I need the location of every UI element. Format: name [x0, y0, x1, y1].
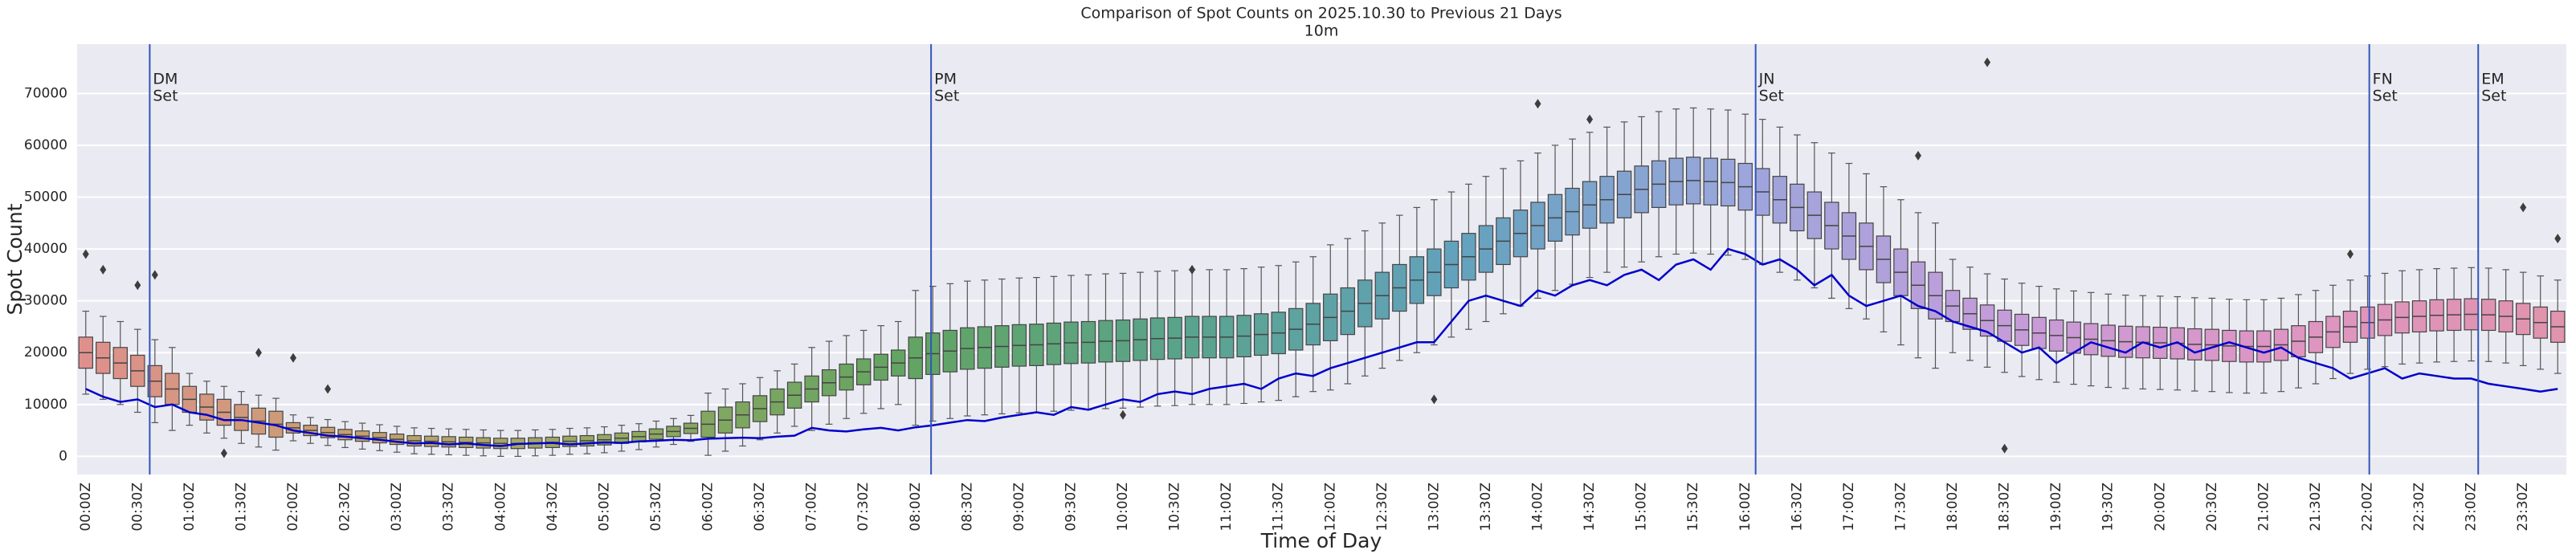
x-tick-label: 15:00Z [1634, 483, 1650, 532]
outlier [2554, 234, 2562, 244]
x-tick-label: 09:00Z [1011, 483, 1027, 532]
event-label: Set [153, 88, 178, 105]
x-tick-label: 04:30Z [545, 483, 561, 532]
x-tick-label: 22:30Z [2411, 483, 2427, 532]
event-label: FN [2373, 71, 2393, 88]
x-tick-label: 09:30Z [1063, 483, 1079, 532]
x-tick-label: 17:00Z [1841, 483, 1857, 532]
x-tick-label: 13:30Z [1478, 483, 1494, 532]
x-tick-label: 19:30Z [2100, 483, 2117, 532]
x-tick-label: 17:30Z [1892, 483, 1909, 532]
outlier [100, 264, 107, 275]
x-tick-label: 07:00Z [804, 483, 820, 532]
y-tick-label: 60000 [24, 137, 67, 153]
event-label: EM [2481, 71, 2504, 88]
x-axis-label: Time of Day [1260, 529, 1382, 552]
event-label: PM [934, 71, 957, 88]
outlier [325, 384, 332, 394]
x-tick-label: 05:00Z [596, 483, 612, 532]
y-tick-label: 50000 [24, 189, 67, 206]
x-tick-label: 23:30Z [2515, 483, 2531, 532]
x-tick-label: 16:00Z [1737, 483, 1753, 532]
outlier [1586, 114, 1594, 124]
y-tick-label: 70000 [24, 85, 67, 101]
outlier [1984, 57, 1991, 67]
outlier [2346, 249, 2354, 259]
x-tick-label: 16:30Z [1789, 483, 1805, 532]
x-tick-label: 14:30Z [1582, 483, 1598, 532]
x-tick-label: 21:00Z [2256, 483, 2272, 532]
chart-title: Comparison of Spot Counts on 2025.10.30 … [1080, 5, 1562, 22]
outlier [1534, 99, 1541, 109]
chart-subtitle: 10m [1304, 22, 1339, 40]
outlier [134, 280, 141, 291]
outlier [2520, 202, 2527, 213]
x-tick-label: 02:00Z [285, 483, 301, 532]
x-tick-label: 12:00Z [1322, 483, 1338, 532]
x-tick-label: 20:30Z [2204, 483, 2220, 532]
x-tick-label: 15:30Z [1685, 483, 1701, 532]
x-tick-label: 11:30Z [1271, 483, 1287, 532]
x-tick-label: 02:30Z [337, 483, 353, 532]
x-tick-label: 19:00Z [2048, 483, 2064, 532]
x-tick-label: 10:00Z [1115, 483, 1131, 532]
x-tick-label: 14:00Z [1530, 483, 1546, 532]
x-tick-label: 21:30Z [2308, 483, 2324, 532]
x-tick-label: 05:30Z [648, 483, 664, 532]
x-tick-label: 20:00Z [2152, 483, 2168, 532]
outlier [220, 448, 227, 458]
plot-area [77, 44, 2566, 475]
outlier [1189, 264, 1196, 275]
x-tick-label: 22:00Z [2360, 483, 2376, 532]
outlier [2001, 443, 2008, 454]
event-label: Set [934, 88, 959, 105]
outlier [290, 352, 297, 363]
outlier [255, 348, 262, 358]
outlier [1431, 394, 1438, 405]
x-tick-label: 13:00Z [1426, 483, 1442, 532]
x-tick-label: 18:30Z [1997, 483, 2013, 532]
x-tick-label: 08:30Z [959, 483, 975, 532]
x-tick-label: 11:00Z [1219, 483, 1235, 532]
x-tick-label: 06:30Z [752, 483, 768, 532]
outlier [151, 270, 158, 280]
x-tick-label: 06:00Z [700, 483, 716, 532]
x-tick-label: 03:00Z [389, 483, 405, 532]
current-day-line [85, 247, 2558, 447]
x-tick-label: 10:30Z [1167, 483, 1183, 532]
event-label: JN [1758, 71, 1775, 88]
outlier [1120, 409, 1127, 420]
x-tick-label: 12:30Z [1374, 483, 1390, 532]
x-tick-label: 23:00Z [2464, 483, 2480, 532]
x-tick-label: 03:30Z [441, 483, 457, 532]
event-label: Set [2481, 88, 2506, 105]
y-axis-label: Spot Count [3, 203, 27, 315]
x-tick-label: 01:00Z [182, 483, 198, 532]
y-tick-label: 0 [59, 448, 67, 464]
x-tick-label: 07:30Z [855, 483, 872, 532]
y-tick-label: 40000 [24, 241, 67, 257]
event-label: Set [2373, 88, 2398, 105]
x-tick-label: 18:00Z [1945, 483, 1961, 532]
event-label: DM [153, 71, 178, 88]
x-tick-label: 00:30Z [129, 483, 145, 532]
x-tick-label: 01:30Z [233, 483, 249, 532]
y-tick-label: 20000 [24, 344, 67, 360]
event-label: Set [1759, 88, 1784, 105]
x-tick-label: 08:00Z [908, 483, 924, 532]
y-tick-label: 30000 [24, 293, 67, 309]
outlier [1914, 150, 1921, 161]
x-tick-label: 04:00Z [492, 483, 508, 532]
y-tick-label: 10000 [24, 397, 67, 413]
x-tick-label: 00:00Z [78, 483, 94, 532]
outlier [82, 249, 89, 259]
